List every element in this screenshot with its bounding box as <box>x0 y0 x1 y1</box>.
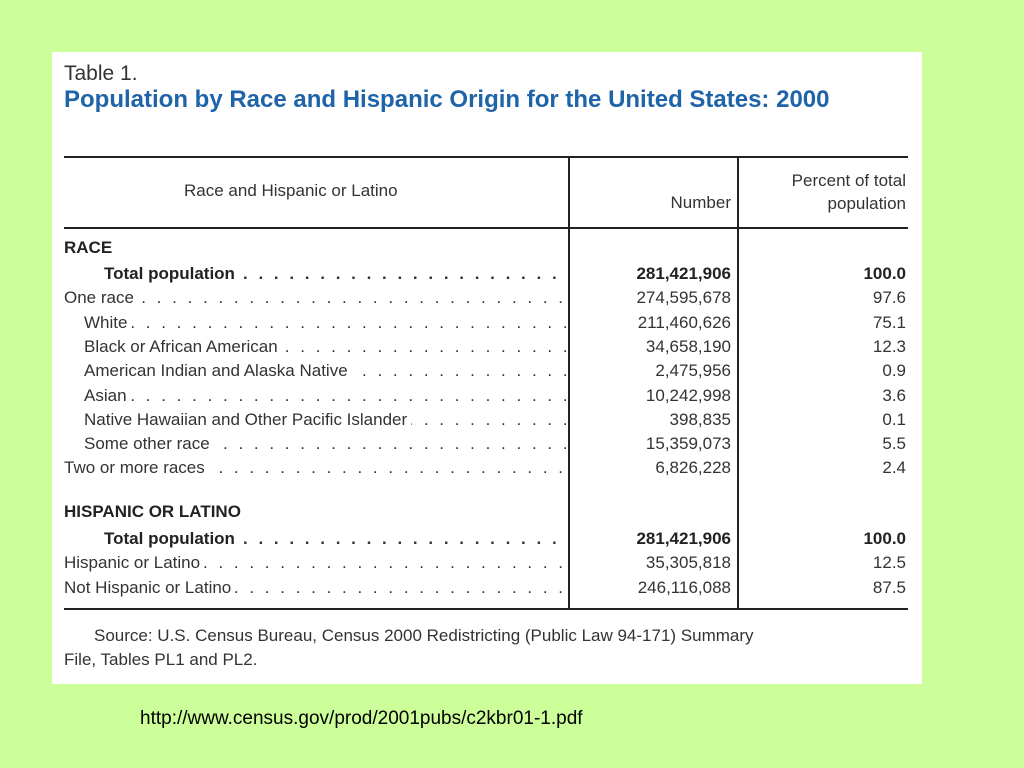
row-label: . . . . . . . . . . . . . . . . . . . . … <box>84 359 566 383</box>
row-label: . . . . . . . . . . . . . . . . . . . . … <box>84 408 566 432</box>
row-label-text: Native Hawaiian and Other Pacific Island… <box>84 409 412 429</box>
row-label-text: Total population <box>104 264 239 283</box>
table-row: . . . . . . . . . . . . . . . . . . . . … <box>64 408 908 432</box>
row-label: . . . . . . . . . . . . . . . . . . . . … <box>64 456 566 480</box>
row-number: 2,475,956 <box>655 361 731 381</box>
dot-leader: . . . . . . . . . . . . . . . . . . . . … <box>84 385 566 405</box>
row-label-text: Some other race <box>84 434 214 454</box>
row-number: 34,658,190 <box>645 336 731 356</box>
row-number: 281,421,906 <box>636 264 731 283</box>
source-url: http://www.census.gov/prod/2001pubs/c2kb… <box>140 708 583 729</box>
table-row: . . . . . . . . . . . . . . . . . . . . … <box>64 551 908 575</box>
row-number: 246,116,088 <box>637 577 731 597</box>
row-number: 6,826,228 <box>655 458 731 478</box>
row-label: . . . . . . . . . . . . . . . . . . . . … <box>84 311 566 335</box>
col-number-header: Number <box>670 193 731 212</box>
source-line-2: File, Tables PL1 and PL2. <box>64 650 258 669</box>
table-row: . . . . . . . . . . . . . . . . . . . . … <box>64 456 908 480</box>
table-row: . . . . . . . . . . . . . . . . . . . . … <box>64 527 908 551</box>
row-label: . . . . . . . . . . . . . . . . . . . . … <box>84 384 566 408</box>
row-label-text: Not Hispanic or Latino <box>64 577 236 597</box>
col-percent-header-line1: Percent of total <box>791 171 906 190</box>
race-section-heading: RACE <box>64 238 113 257</box>
row-number: 35,305,818 <box>645 553 731 573</box>
table-bottom-rule <box>64 608 908 610</box>
row-percent: 97.6 <box>872 288 906 308</box>
row-percent: 5.5 <box>882 434 906 454</box>
row-label: . . . . . . . . . . . . . . . . . . . . … <box>104 527 566 551</box>
row-percent: 0.9 <box>882 361 906 381</box>
row-percent: 2.4 <box>882 458 906 478</box>
header-bottom-rule <box>64 227 908 229</box>
table-row: . . . . . . . . . . . . . . . . . . . . … <box>64 335 908 359</box>
row-percent: 3.6 <box>882 385 906 405</box>
data-table: Race and Hispanic or Latino Number Perce… <box>64 156 908 610</box>
row-percent: 75.1 <box>872 312 906 332</box>
table-row: . . . . . . . . . . . . . . . . . . . . … <box>64 384 908 408</box>
row-label-text: Total population <box>104 529 239 548</box>
row-label-text: Asian <box>84 385 131 405</box>
row-percent: 87.5 <box>872 577 906 597</box>
row-label-text: American Indian and Alaska Native <box>84 361 352 381</box>
row-percent: 12.3 <box>872 336 906 356</box>
row-percent: 0.1 <box>882 409 906 429</box>
table-label: Table 1. <box>64 62 138 85</box>
row-label-text: Black or African American <box>84 336 282 356</box>
row-label: . . . . . . . . . . . . . . . . . . . . … <box>64 286 566 310</box>
table-row: . . . . . . . . . . . . . . . . . . . . … <box>64 262 908 286</box>
row-label-text: White <box>84 312 132 332</box>
table-row: . . . . . . . . . . . . . . . . . . . . … <box>64 359 908 383</box>
table-panel: Table 1. Population by Race and Hispanic… <box>52 52 922 684</box>
row-percent: 12.5 <box>872 553 906 573</box>
row-number: 281,421,906 <box>636 529 731 548</box>
col-percent-header-line2: population <box>827 194 906 213</box>
source-line-1: Source: U.S. Census Bureau, Census 2000 … <box>94 626 754 645</box>
table-title: Population by Race and Hispanic Origin f… <box>64 86 830 113</box>
row-label: . . . . . . . . . . . . . . . . . . . . … <box>104 262 566 286</box>
row-number: 10,242,998 <box>645 385 731 405</box>
row-number: 15,359,073 <box>645 434 731 454</box>
table-row: . . . . . . . . . . . . . . . . . . . . … <box>64 311 908 335</box>
col-label-header: Race and Hispanic or Latino <box>184 181 398 200</box>
table-row: . . . . . . . . . . . . . . . . . . . . … <box>64 432 908 456</box>
column-divider-2 <box>737 156 739 610</box>
row-number: 398,835 <box>669 409 731 429</box>
row-number: 274,595,678 <box>636 288 731 308</box>
row-label-text: Two or more races <box>64 458 209 478</box>
row-label: . . . . . . . . . . . . . . . . . . . . … <box>84 432 566 456</box>
dot-leader: . . . . . . . . . . . . . . . . . . . . … <box>64 288 566 308</box>
hispanic-section-heading: HISPANIC OR LATINO <box>64 502 241 521</box>
source-note: Source: U.S. Census Bureau, Census 2000 … <box>64 624 904 672</box>
column-divider-1 <box>568 156 570 610</box>
row-percent: 100.0 <box>863 264 906 283</box>
dot-leader: . . . . . . . . . . . . . . . . . . . . … <box>84 312 566 332</box>
row-number: 211,460,626 <box>637 312 731 332</box>
row-label-text: Hispanic or Latino <box>64 553 205 573</box>
table-row: . . . . . . . . . . . . . . . . . . . . … <box>64 576 908 600</box>
table-top-rule <box>64 156 908 158</box>
row-label: . . . . . . . . . . . . . . . . . . . . … <box>64 576 566 600</box>
row-label: . . . . . . . . . . . . . . . . . . . . … <box>64 551 566 575</box>
row-label: . . . . . . . . . . . . . . . . . . . . … <box>84 335 566 359</box>
row-percent: 100.0 <box>863 529 906 548</box>
row-label-text: One race <box>64 288 138 308</box>
table-row: . . . . . . . . . . . . . . . . . . . . … <box>64 286 908 310</box>
